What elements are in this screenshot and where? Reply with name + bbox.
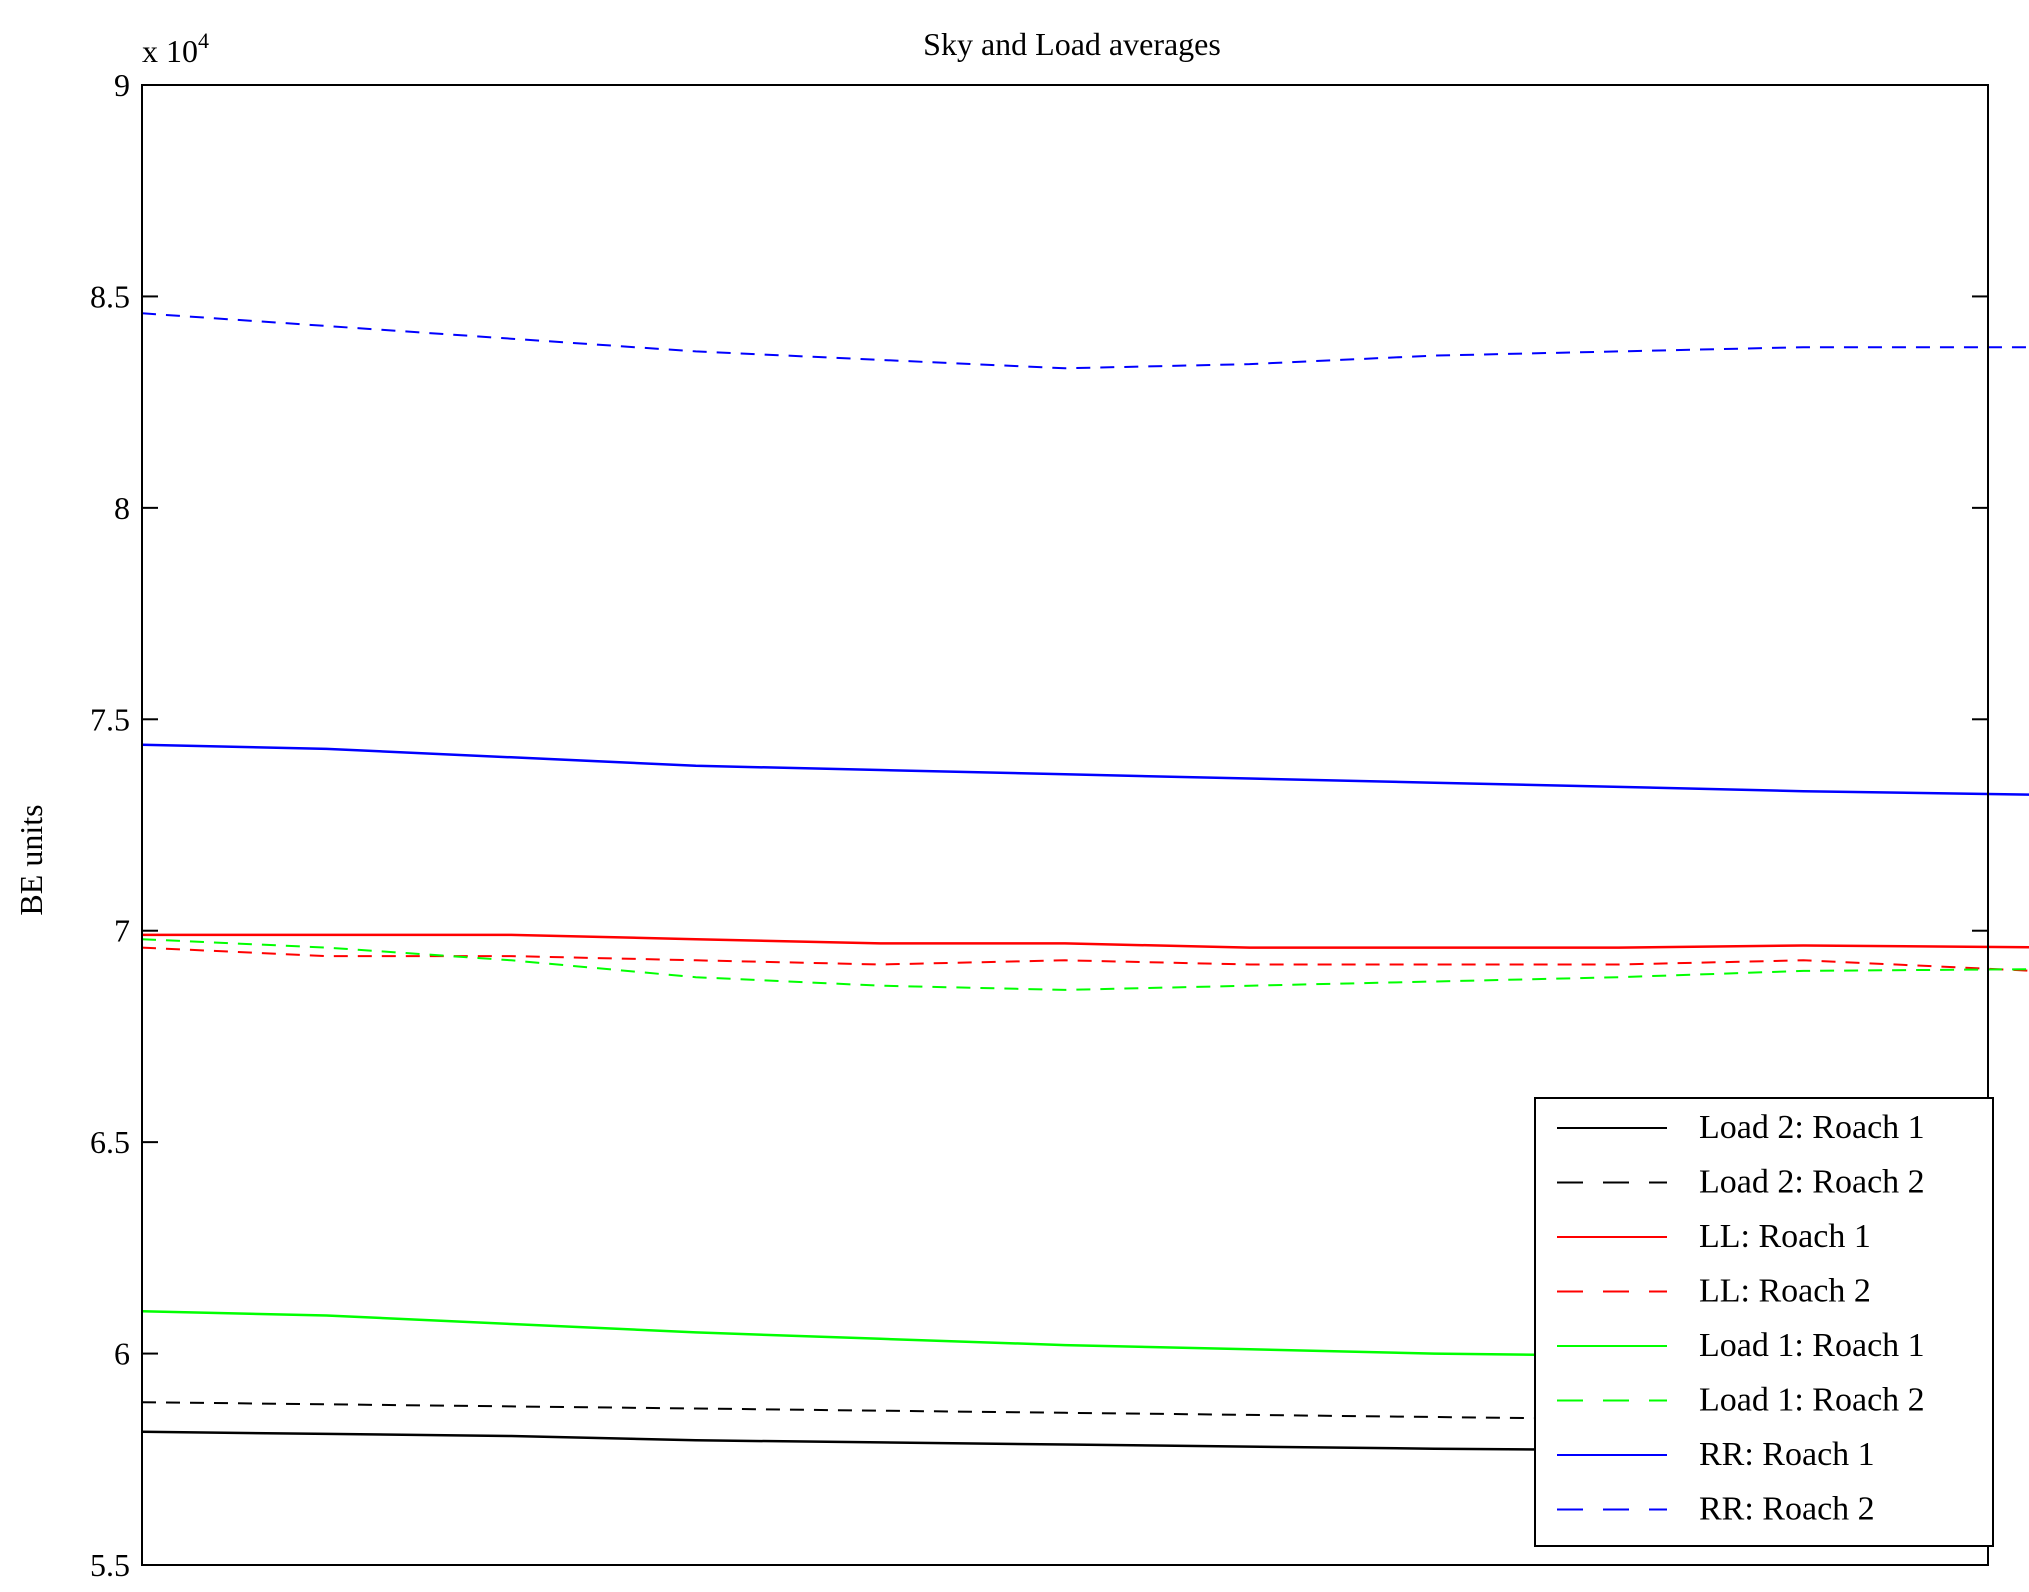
legend-label: RR: Roach 1 [1699, 1436, 1875, 1473]
legend-label: Load 2: Roach 1 [1699, 1109, 1925, 1146]
y-exponent-base: x 10 [142, 33, 198, 69]
y-tick-label: 7.5 [90, 701, 130, 737]
y-tick-label: 6.5 [90, 1124, 130, 1160]
series-line-6 [141, 743, 2029, 796]
y-tick-label: 8 [114, 490, 130, 526]
y-tick-label: 9 [114, 67, 130, 103]
chart-title: Sky and Load averages [923, 26, 1221, 62]
legend-label: Load 2: Roach 2 [1699, 1164, 1925, 1201]
legend: Load 2: Roach 1 Load 2: Roach 2 LL: Roach … [1534, 1097, 1994, 1547]
y-tick-label: 8.5 [90, 278, 130, 314]
series-line-7 [141, 312, 2029, 370]
y-tick-label: 7 [114, 913, 130, 949]
y-tick-label: 6 [114, 1336, 130, 1372]
y-exponent-power: 4 [198, 28, 209, 53]
y-axis-ticks: 5.5 6 6.5 7 7.5 8 8.5 9 [90, 67, 1988, 1583]
legend-label: Load 1: Roach 2 [1699, 1382, 1925, 1419]
series-line-3 [141, 946, 2029, 972]
y-axis-exponent: x 104 [142, 28, 209, 69]
legend-label: RR: Roach 2 [1699, 1491, 1875, 1528]
y-tick-label: 5.5 [90, 1547, 130, 1583]
legend-label: LL: Roach 2 [1699, 1273, 1871, 1310]
plot-frame [141, 84, 1989, 1566]
series-line-5 [141, 938, 2029, 991]
y-axis-label: BE units [13, 804, 49, 915]
legend-label: Load 1: Roach 1 [1699, 1327, 1925, 1364]
series-line-2 [142, 933, 2029, 949]
legend-label: LL: Roach 1 [1699, 1218, 1871, 1255]
legend-box [1534, 1097, 1994, 1547]
